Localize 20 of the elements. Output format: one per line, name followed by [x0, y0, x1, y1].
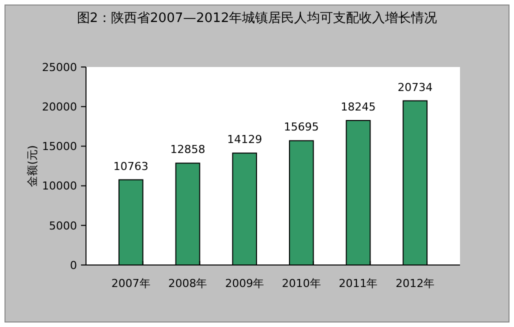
- x-tick-label: 2007年: [111, 277, 150, 290]
- chart-title: 图2：陕西省2007—2012年城镇居民人均可支配收入增长情况: [76, 11, 438, 26]
- y-tick-label: 0: [70, 258, 77, 272]
- x-tick-label: 2011年: [338, 277, 378, 290]
- data-label: 18245: [340, 100, 376, 114]
- y-tick-label: 20000: [42, 100, 77, 114]
- x-tick-label: 2009年: [225, 277, 264, 290]
- y-tick-label: 15000: [42, 140, 77, 154]
- x-tick-label: 2010年: [282, 277, 321, 290]
- y-tick-label: 5000: [49, 219, 77, 232]
- data-label: 20734: [398, 80, 433, 94]
- y-tick-label: 25000: [42, 60, 77, 74]
- y-axis-title: 金额(元): [26, 145, 39, 187]
- x-tick-label: 2008年: [168, 277, 208, 290]
- data-label: 15695: [284, 120, 319, 134]
- y-tick-label: 10000: [42, 180, 77, 193]
- data-label: 14129: [227, 133, 262, 146]
- data-label: 10763: [113, 160, 148, 173]
- data-label: 12858: [170, 143, 206, 156]
- x-tick-label: 2012年: [396, 277, 435, 290]
